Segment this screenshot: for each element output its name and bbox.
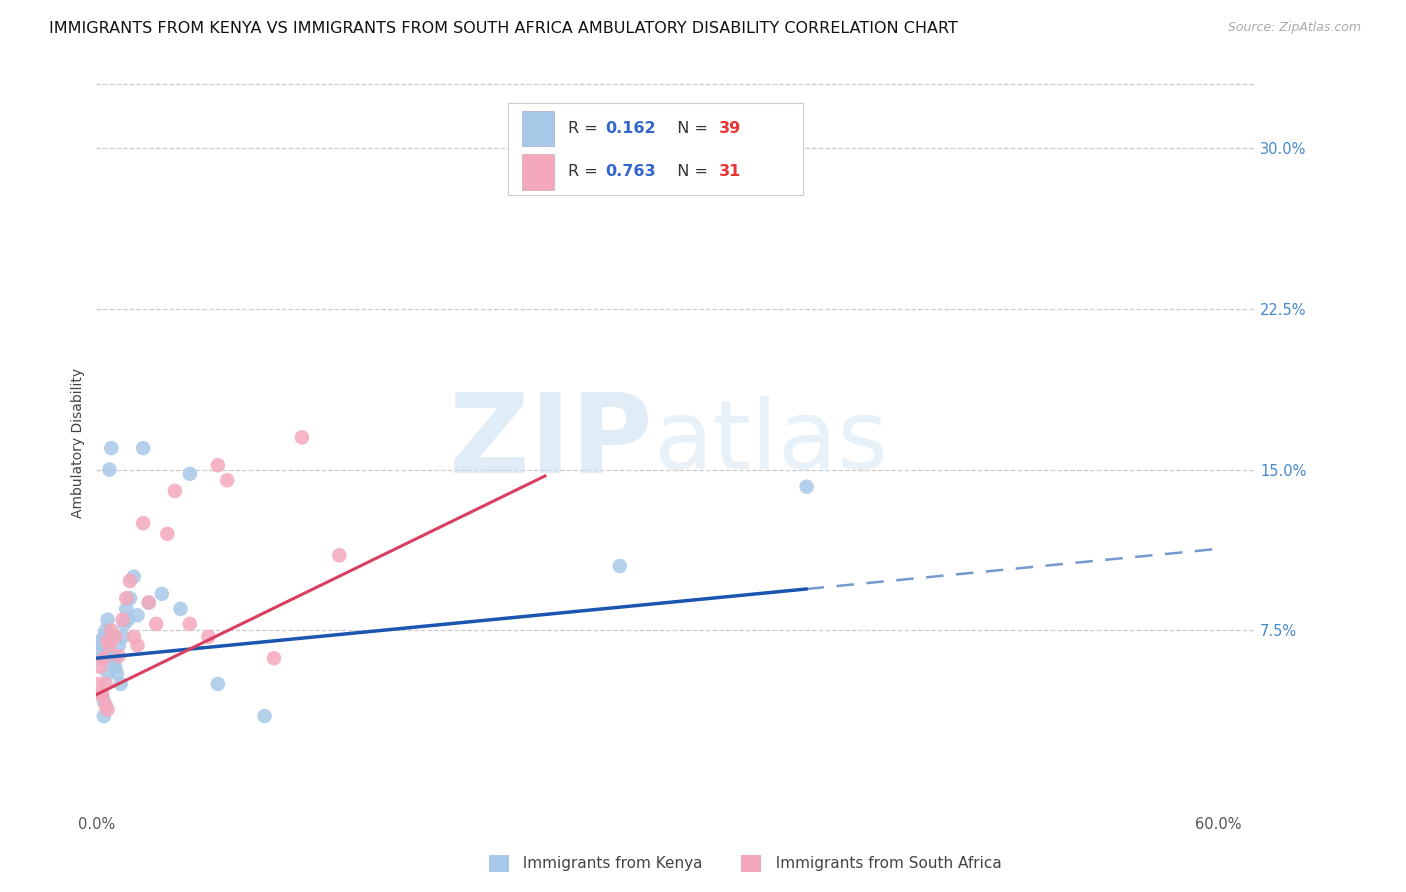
Point xyxy=(94,624,117,638)
Point xyxy=(132,441,155,455)
Point xyxy=(97,634,120,648)
Point xyxy=(263,651,285,665)
Point xyxy=(118,591,141,606)
Point xyxy=(105,666,128,681)
Text: R =: R = xyxy=(568,164,603,179)
Point xyxy=(115,602,138,616)
Text: Source: ZipAtlas.com: Source: ZipAtlas.com xyxy=(1227,21,1361,34)
Point xyxy=(796,480,818,494)
Point xyxy=(91,688,114,702)
Point xyxy=(100,441,122,455)
Point xyxy=(197,630,219,644)
Point xyxy=(179,616,201,631)
Point xyxy=(122,630,145,644)
Point xyxy=(97,645,120,659)
Point xyxy=(104,660,127,674)
Point xyxy=(104,630,127,644)
Point xyxy=(169,602,191,616)
Point xyxy=(89,651,111,665)
Point xyxy=(94,698,117,713)
Point xyxy=(91,688,114,702)
Point xyxy=(138,595,160,609)
Text: Immigrants from South Africa: Immigrants from South Africa xyxy=(766,856,1002,871)
Point xyxy=(94,677,117,691)
Text: 0.162: 0.162 xyxy=(605,121,655,136)
Y-axis label: Ambulatory Disability: Ambulatory Disability xyxy=(72,368,86,518)
Point xyxy=(253,709,276,723)
Text: 0.763: 0.763 xyxy=(605,164,655,179)
Point xyxy=(179,467,201,481)
Point xyxy=(207,677,229,691)
Point xyxy=(100,624,122,638)
Point xyxy=(91,688,114,702)
Point xyxy=(98,462,121,476)
Point xyxy=(150,587,173,601)
Point xyxy=(328,549,350,563)
Point xyxy=(93,630,115,644)
Text: atlas: atlas xyxy=(652,396,887,489)
Text: N =: N = xyxy=(666,121,713,136)
Point xyxy=(110,677,132,691)
Point xyxy=(122,570,145,584)
Point xyxy=(107,638,129,652)
Point xyxy=(138,595,160,609)
FancyBboxPatch shape xyxy=(522,111,554,146)
Text: Immigrants from Kenya: Immigrants from Kenya xyxy=(513,856,703,871)
Point xyxy=(93,694,115,708)
Point xyxy=(100,648,122,663)
Point xyxy=(291,430,314,444)
Point xyxy=(118,574,141,588)
Point xyxy=(117,613,139,627)
Point xyxy=(156,527,179,541)
Point xyxy=(91,638,114,652)
Point xyxy=(98,638,121,652)
Point xyxy=(127,608,149,623)
Point xyxy=(89,660,111,674)
FancyBboxPatch shape xyxy=(522,154,554,190)
Point xyxy=(93,651,115,665)
Point xyxy=(87,677,110,691)
Point xyxy=(104,651,127,665)
Text: ZIP: ZIP xyxy=(450,389,652,496)
Point xyxy=(89,634,111,648)
Point xyxy=(115,591,138,606)
Text: N =: N = xyxy=(666,164,713,179)
Point xyxy=(97,613,120,627)
Point xyxy=(145,616,167,631)
Point xyxy=(97,666,120,681)
Point xyxy=(98,627,121,641)
FancyBboxPatch shape xyxy=(508,103,803,195)
Point xyxy=(101,656,124,670)
Point xyxy=(107,648,129,663)
Point xyxy=(609,559,631,574)
Point xyxy=(111,630,134,644)
Point xyxy=(163,483,186,498)
Point xyxy=(87,645,110,659)
Point xyxy=(93,709,115,723)
Point xyxy=(132,516,155,530)
Text: IMMIGRANTS FROM KENYA VS IMMIGRANTS FROM SOUTH AFRICA AMBULATORY DISABILITY CORR: IMMIGRANTS FROM KENYA VS IMMIGRANTS FROM… xyxy=(49,21,957,36)
Point xyxy=(207,458,229,473)
Point xyxy=(94,638,117,652)
Point xyxy=(534,179,557,194)
Point xyxy=(111,613,134,627)
Text: 31: 31 xyxy=(718,164,741,179)
Point xyxy=(112,616,135,631)
Point xyxy=(97,703,120,717)
Text: 39: 39 xyxy=(718,121,741,136)
Point xyxy=(127,638,149,652)
Text: R =: R = xyxy=(568,121,603,136)
Point xyxy=(217,473,239,487)
